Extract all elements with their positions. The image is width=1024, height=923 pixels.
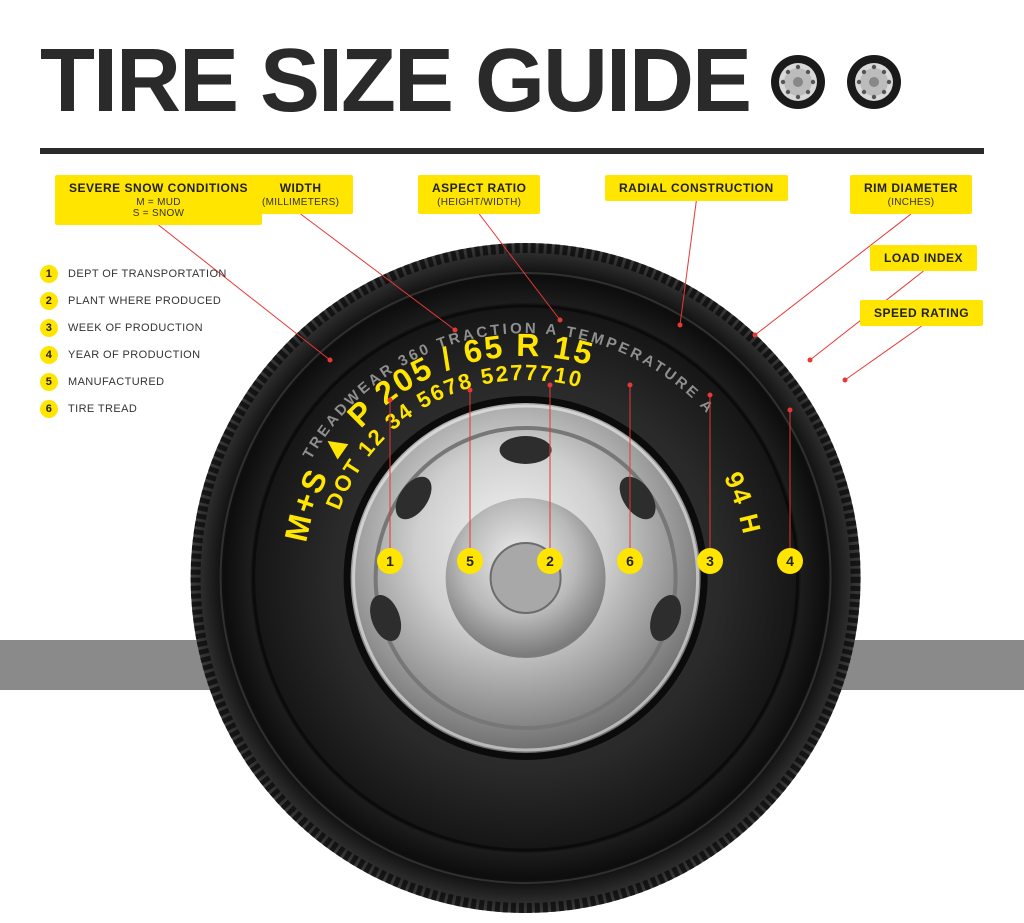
title-rule <box>40 148 984 154</box>
callout-radial: RADIAL CONSTRUCTION <box>605 175 788 201</box>
legend-label: DEPT OF TRANSPORTATION <box>68 268 227 280</box>
legend-item: 4 YEAR OF PRODUCTION <box>40 346 227 364</box>
legend-badge-icon: 5 <box>40 373 58 391</box>
callout-label: WIDTH <box>280 181 322 195</box>
legend-item: 3 WEEK OF PRODUCTION <box>40 319 227 337</box>
callout-sublabel: (HEIGHT/WIDTH) <box>432 197 526 208</box>
callout-snow: SEVERE SNOW CONDITIONS M = MUDS = SNOW <box>55 175 262 225</box>
wheel-small-icon <box>770 54 826 110</box>
number-badge: 3 <box>697 548 723 574</box>
legend-label: YEAR OF PRODUCTION <box>68 349 201 361</box>
legend-label: PLANT WHERE PRODUCED <box>68 295 221 307</box>
legend-badge-icon: 6 <box>40 400 58 418</box>
legend-badge-icon: 4 <box>40 346 58 364</box>
title-row: TIRE SIZE GUIDE <box>0 0 1024 143</box>
callout-width: WIDTH (MILLIMETERS) <box>248 175 353 214</box>
legend-badge-icon: 3 <box>40 319 58 337</box>
callout-sublabel: (MILLIMETERS) <box>262 197 339 208</box>
callout-label: RADIAL CONSTRUCTION <box>619 181 774 195</box>
wheel-small-icon <box>846 54 902 110</box>
legend-item: 5 MANUFACTURED <box>40 373 227 391</box>
callout-speed: SPEED RATING <box>860 300 983 326</box>
callout-aspect: ASPECT RATIO (HEIGHT/WIDTH) <box>418 175 540 214</box>
page-title: TIRE SIZE GUIDE <box>40 30 750 133</box>
diagram-stage: TREADWEAR 360 TRACTION A TEMPERATURE A M… <box>0 160 1024 598</box>
callout-rim: RIM DIAMETER (INCHES) <box>850 175 972 214</box>
callout-label: SPEED RATING <box>874 306 969 320</box>
number-badge: 2 <box>537 548 563 574</box>
callout-load: LOAD INDEX <box>870 245 977 271</box>
legend-label: WEEK OF PRODUCTION <box>68 322 203 334</box>
callout-label: LOAD INDEX <box>884 251 963 265</box>
legend-badge-icon: 1 <box>40 265 58 283</box>
legend-label: MANUFACTURED <box>68 376 164 388</box>
callout-label: SEVERE SNOW CONDITIONS <box>69 181 248 195</box>
legend-item: 1 DEPT OF TRANSPORTATION <box>40 265 227 283</box>
number-badge: 4 <box>777 548 803 574</box>
callout-label: RIM DIAMETER <box>864 181 958 195</box>
callout-sublabel: (INCHES) <box>864 197 958 208</box>
legend-badge-icon: 2 <box>40 292 58 310</box>
legend-list: 1 DEPT OF TRANSPORTATION 2 PLANT WHERE PROD… <box>40 265 227 427</box>
number-badge: 5 <box>457 548 483 574</box>
legend-item: 6 TIRE TREAD <box>40 400 227 418</box>
number-badge: 6 <box>617 548 643 574</box>
legend-item: 2 PLANT WHERE PRODUCED <box>40 292 227 310</box>
callout-sublabel: M = MUDS = SNOW <box>69 197 248 219</box>
callout-label: ASPECT RATIO <box>432 181 526 195</box>
legend-label: TIRE TREAD <box>68 403 137 415</box>
tire-body: TREADWEAR 360 TRACTION A TEMPERATURE A M… <box>186 238 866 918</box>
number-badge: 1 <box>377 548 403 574</box>
